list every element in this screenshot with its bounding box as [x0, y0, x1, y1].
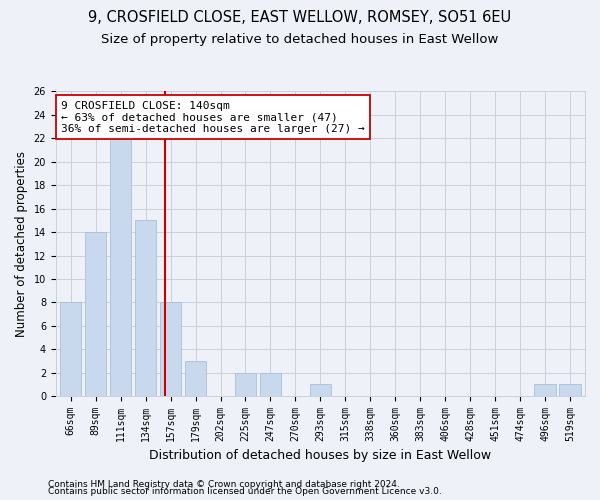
Bar	[235, 373, 256, 396]
X-axis label: Distribution of detached houses by size in East Wellow: Distribution of detached houses by size …	[149, 450, 491, 462]
Bar	[85, 232, 106, 396]
Bar	[535, 384, 556, 396]
Text: Contains HM Land Registry data © Crown copyright and database right 2024.: Contains HM Land Registry data © Crown c…	[48, 480, 400, 489]
Bar	[135, 220, 156, 396]
Text: 9, CROSFIELD CLOSE, EAST WELLOW, ROMSEY, SO51 6EU: 9, CROSFIELD CLOSE, EAST WELLOW, ROMSEY,…	[88, 10, 512, 25]
Bar	[260, 373, 281, 396]
Bar	[60, 302, 82, 396]
Y-axis label: Number of detached properties: Number of detached properties	[15, 151, 28, 337]
Bar	[185, 361, 206, 396]
Text: 9 CROSFIELD CLOSE: 140sqm
← 63% of detached houses are smaller (47)
36% of semi-: 9 CROSFIELD CLOSE: 140sqm ← 63% of detac…	[61, 100, 365, 134]
Text: Size of property relative to detached houses in East Wellow: Size of property relative to detached ho…	[101, 32, 499, 46]
Bar	[310, 384, 331, 396]
Bar	[559, 384, 581, 396]
Bar	[110, 138, 131, 396]
Bar	[160, 302, 181, 396]
Text: Contains public sector information licensed under the Open Government Licence v3: Contains public sector information licen…	[48, 487, 442, 496]
